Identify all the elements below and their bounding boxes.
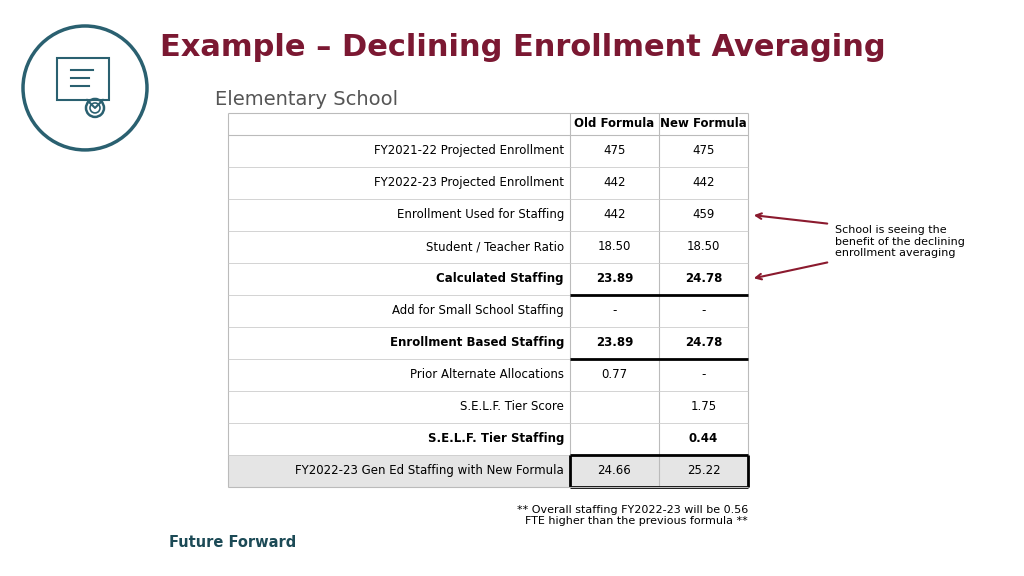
Bar <box>228 455 748 487</box>
Text: 475: 475 <box>603 145 626 157</box>
Text: 442: 442 <box>603 209 626 221</box>
Text: 24.66: 24.66 <box>598 464 632 478</box>
Text: 23.89: 23.89 <box>596 272 633 285</box>
Text: ** Overall staffing FY2022-23 will be 0.56
FTE higher than the previous formula : ** Overall staffing FY2022-23 will be 0.… <box>517 505 748 526</box>
Text: FY2022-23 Projected Enrollment: FY2022-23 Projected Enrollment <box>374 176 564 190</box>
Text: New Formula: New Formula <box>660 118 746 130</box>
Text: FY2022-23 Gen Ed Staffing with New Formula: FY2022-23 Gen Ed Staffing with New Formu… <box>295 464 564 478</box>
Text: S.E.L.F. Tier Score: S.E.L.F. Tier Score <box>460 400 564 414</box>
Text: -: - <box>612 304 616 317</box>
Text: 0.44: 0.44 <box>689 433 718 445</box>
Text: 24.78: 24.78 <box>685 272 722 285</box>
Text: Example – Declining Enrollment Averaging: Example – Declining Enrollment Averaging <box>160 33 886 62</box>
Polygon shape <box>23 516 39 559</box>
Text: Calculated Staffing: Calculated Staffing <box>436 272 564 285</box>
Text: 18.50: 18.50 <box>687 240 720 253</box>
Text: 475: 475 <box>692 145 715 157</box>
Text: 10: 10 <box>991 535 1010 551</box>
Text: Enrollment Based Staffing: Enrollment Based Staffing <box>389 336 564 349</box>
Text: Elementary School: Elementary School <box>215 90 398 109</box>
Text: Enrollment Used for Staffing: Enrollment Used for Staffing <box>396 209 564 221</box>
Text: 1.75: 1.75 <box>690 400 717 414</box>
Text: Cherry Creek: Cherry Creek <box>54 535 151 551</box>
Text: 25.22: 25.22 <box>687 464 720 478</box>
Text: 24.78: 24.78 <box>685 336 722 349</box>
Polygon shape <box>159 520 302 566</box>
Text: 442: 442 <box>603 176 626 190</box>
Polygon shape <box>302 520 312 566</box>
Text: FY2021-22 Projected Enrollment: FY2021-22 Projected Enrollment <box>374 145 564 157</box>
Text: ♪♪: ♪♪ <box>14 533 43 553</box>
Text: Student / Teacher Ratio: Student / Teacher Ratio <box>426 240 564 253</box>
Text: 459: 459 <box>692 209 715 221</box>
Polygon shape <box>43 516 59 559</box>
Text: Old Formula: Old Formula <box>574 118 654 130</box>
Text: -: - <box>701 368 706 381</box>
Text: -: - <box>701 304 706 317</box>
Text: School is seeing the
benefit of the declining
enrollment averaging: School is seeing the benefit of the decl… <box>835 225 965 259</box>
Text: 23.89: 23.89 <box>596 336 633 349</box>
Text: 442: 442 <box>692 176 715 190</box>
Text: 0.77: 0.77 <box>601 368 628 381</box>
Text: Prior Alternate Allocations: Prior Alternate Allocations <box>410 368 564 381</box>
Text: 18.50: 18.50 <box>598 240 631 253</box>
Text: S.E.L.F. Tier Staffing: S.E.L.F. Tier Staffing <box>428 433 564 445</box>
Text: Future Forward: Future Forward <box>169 535 296 551</box>
Text: Add for Small School Staffing: Add for Small School Staffing <box>392 304 564 317</box>
